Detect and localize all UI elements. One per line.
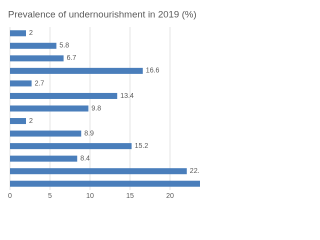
data-label: 6.7 [67, 55, 77, 62]
chart-title: Prevalence of undernourishment in 2019 (… [8, 10, 197, 21]
data-label: 2 [29, 30, 33, 37]
bar [10, 155, 78, 162]
page: {"chart_data": {"type": "bar", "orientat… [8, 9, 200, 200]
bar [10, 105, 89, 112]
bar [10, 80, 32, 87]
x-tick-label: 20 [166, 193, 174, 200]
data-label: 22.1 [190, 168, 200, 175]
bar [10, 180, 200, 187]
x-tick-label: 15 [126, 193, 134, 200]
bar [10, 130, 82, 137]
data-label: 16.6 [146, 68, 160, 75]
bar [10, 30, 26, 37]
bar [10, 55, 64, 62]
data-label: 2.7 [35, 80, 45, 87]
chart: Prevalence of undernourishment in 2019 (… [8, 10, 200, 200]
bar [10, 92, 118, 99]
x-tick-label: 0 [8, 193, 12, 200]
data-label: 9.8 [91, 105, 101, 112]
bar [10, 118, 26, 125]
x-tick-label: 5 [48, 193, 52, 200]
bar [10, 168, 187, 175]
x-tick-label: 10 [86, 193, 94, 200]
bar [10, 67, 143, 74]
data-label: 13.4 [120, 93, 134, 100]
data-label: 15.2 [135, 143, 149, 150]
bar [10, 143, 132, 150]
bar [10, 42, 57, 49]
data-label: 8.9 [84, 130, 94, 137]
data-label: 5.8 [59, 43, 69, 50]
data-label: 8.4 [80, 155, 90, 162]
data-label: 2 [29, 118, 33, 125]
